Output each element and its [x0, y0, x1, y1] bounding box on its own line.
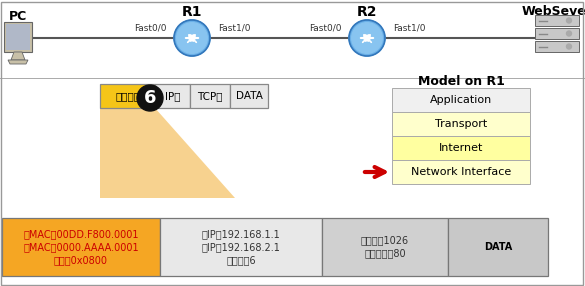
Text: 源IP：192.168.1.1
目IP：192.168.2.1
协议号：6: 源IP：192.168.1.1 目IP：192.168.2.1 协议号：6 — [202, 229, 280, 265]
Text: 源端口号1026
目的端口号80: 源端口号1026 目的端口号80 — [361, 235, 409, 259]
Circle shape — [352, 23, 383, 53]
Circle shape — [137, 85, 163, 111]
Circle shape — [349, 20, 385, 56]
Text: DATA: DATA — [484, 242, 512, 252]
Text: WebSever: WebSever — [522, 5, 585, 18]
FancyBboxPatch shape — [535, 15, 579, 26]
Text: Transport: Transport — [435, 119, 487, 129]
FancyBboxPatch shape — [448, 218, 548, 276]
Text: Fast1/0: Fast1/0 — [393, 23, 425, 33]
Circle shape — [566, 31, 572, 36]
FancyBboxPatch shape — [230, 84, 268, 108]
FancyBboxPatch shape — [392, 160, 530, 184]
FancyBboxPatch shape — [322, 218, 448, 276]
Text: 源MAC：00DD.F800.0001
目MAC：0000.AAAA.0001
类型：0x0800: 源MAC：00DD.F800.0001 目MAC：0000.AAAA.0001 … — [23, 229, 139, 265]
Circle shape — [177, 23, 207, 53]
Text: Model on R1: Model on R1 — [418, 75, 504, 88]
Text: 以太网头: 以太网头 — [115, 91, 140, 101]
Polygon shape — [100, 108, 235, 198]
Text: IP头: IP头 — [165, 91, 180, 101]
Text: Application: Application — [430, 95, 492, 105]
FancyBboxPatch shape — [160, 218, 322, 276]
Polygon shape — [8, 60, 28, 64]
Text: Fast0/0: Fast0/0 — [134, 23, 166, 33]
Polygon shape — [11, 52, 25, 60]
Text: Fast1/0: Fast1/0 — [218, 23, 250, 33]
Circle shape — [174, 20, 210, 56]
Text: TCP头: TCP头 — [197, 91, 223, 101]
Polygon shape — [6, 24, 30, 50]
Polygon shape — [4, 22, 32, 52]
Text: DATA: DATA — [236, 91, 263, 101]
FancyBboxPatch shape — [2, 218, 160, 276]
Text: Internet: Internet — [439, 143, 483, 153]
FancyBboxPatch shape — [155, 84, 190, 108]
Text: R1: R1 — [182, 5, 202, 19]
Text: Network Interface: Network Interface — [411, 167, 511, 177]
FancyBboxPatch shape — [100, 84, 155, 108]
Circle shape — [566, 18, 572, 23]
FancyBboxPatch shape — [535, 41, 579, 52]
Text: R2: R2 — [357, 5, 377, 19]
FancyBboxPatch shape — [392, 88, 530, 112]
FancyBboxPatch shape — [392, 112, 530, 136]
Text: 6: 6 — [144, 89, 156, 107]
Text: PC: PC — [9, 10, 27, 23]
Text: Fast0/0: Fast0/0 — [309, 23, 341, 33]
FancyBboxPatch shape — [392, 136, 530, 160]
FancyBboxPatch shape — [535, 28, 579, 39]
FancyBboxPatch shape — [190, 84, 230, 108]
Circle shape — [566, 44, 572, 49]
